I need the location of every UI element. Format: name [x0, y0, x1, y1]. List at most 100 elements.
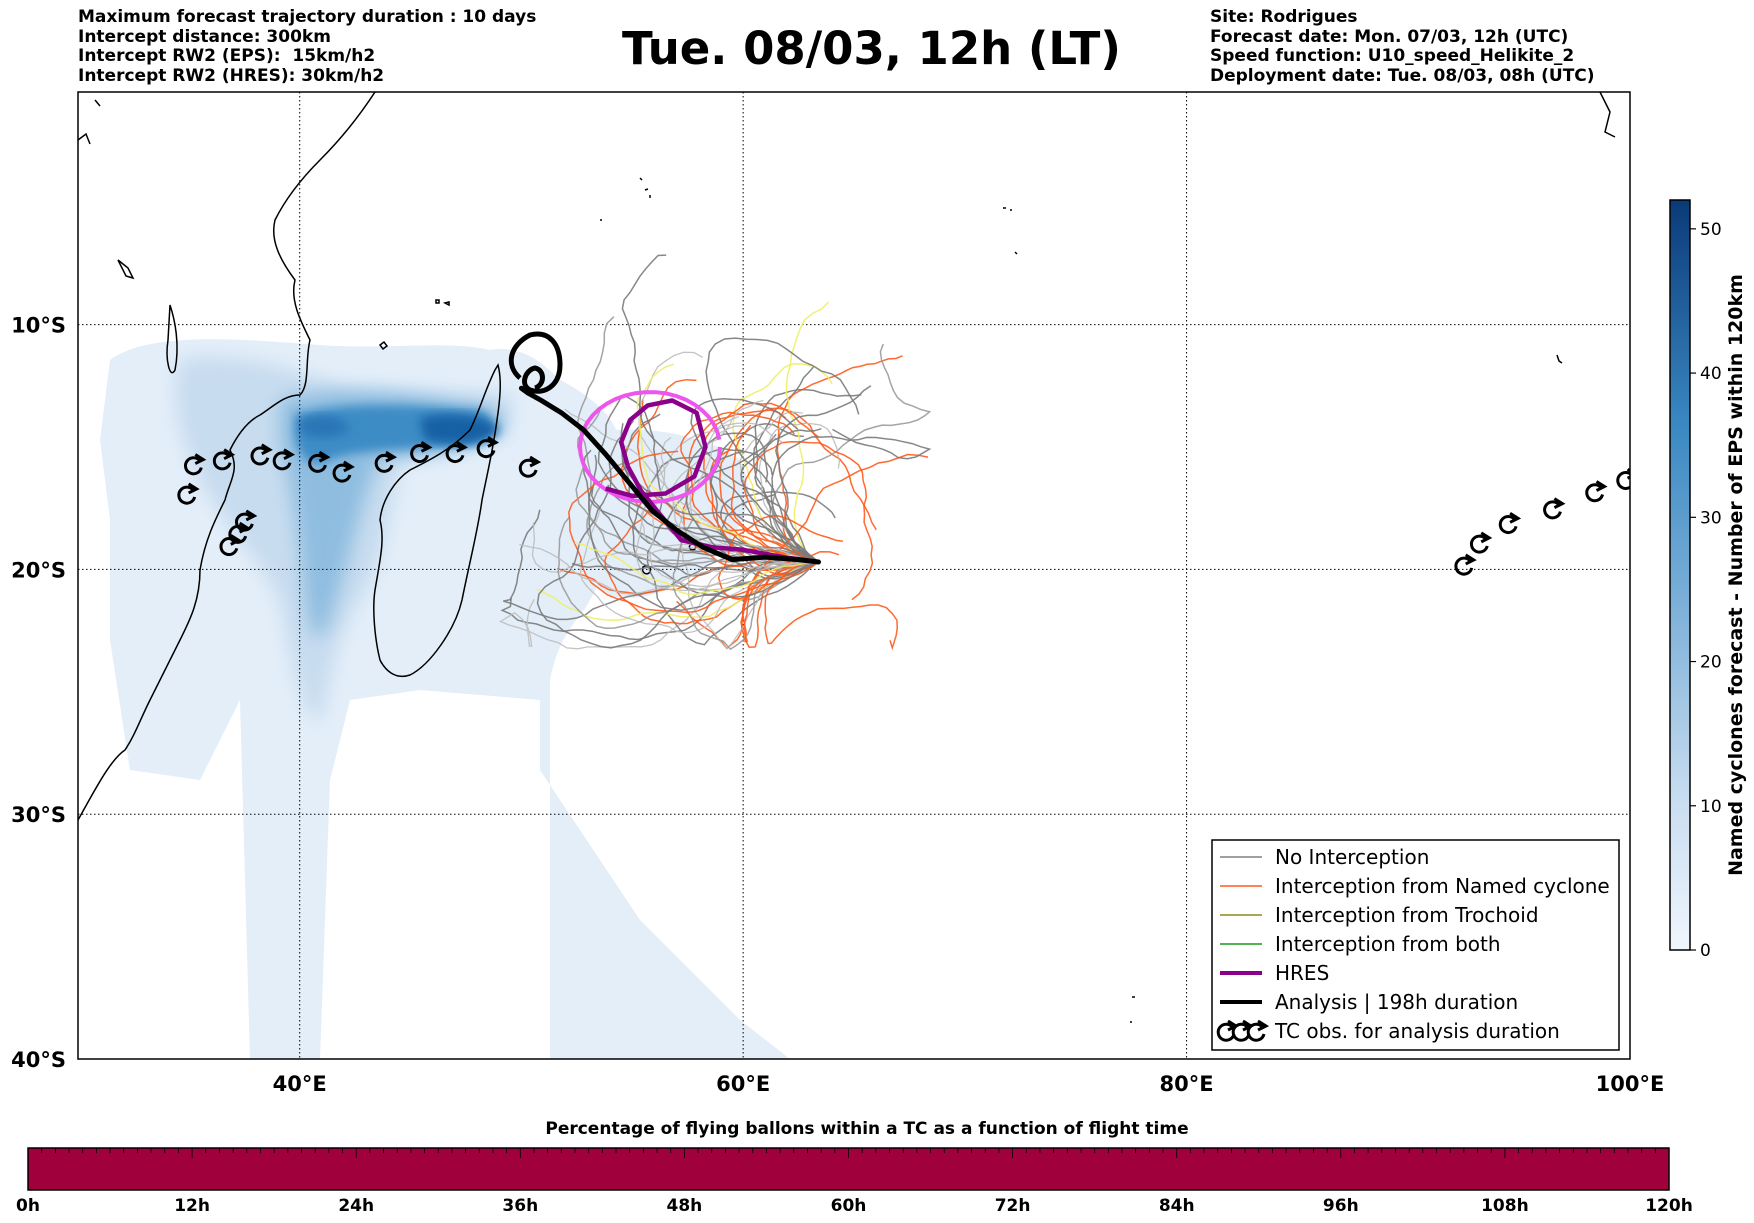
ensemble-track [620, 423, 819, 563]
coast-patch-ne [1599, 92, 1616, 138]
colorbar-tick-label: 20 [1700, 653, 1722, 673]
legend-label: Interception from Named cyclone [1275, 874, 1610, 898]
time-bar-tick-label: 108h [1481, 1196, 1529, 1216]
tc-observations [177, 436, 1630, 576]
legend-box [1211, 839, 1620, 1051]
lake-island-2 [117, 259, 135, 280]
ensemble-track [640, 497, 819, 565]
max-duration-text: Maximum forecast trajectory duration : 1… [78, 7, 537, 27]
colorbar-tick-label: 50 [1700, 220, 1722, 240]
tc-obs-symbol [1498, 512, 1522, 534]
time-bar-tick-label: 12h [174, 1196, 210, 1216]
time-bar-tick-label: 120h [1645, 1196, 1693, 1216]
header-left-info: Maximum forecast trajectory duration : 1… [78, 7, 537, 86]
density-level-5 [300, 415, 350, 438]
comoros-island [378, 340, 389, 351]
legend: No Interception Interception from Named c… [1211, 839, 1620, 1051]
intercept-distance-text: Intercept distance: 300km [78, 26, 331, 47]
lon-tick-label: 40°E [273, 1072, 327, 1096]
chagos-atoll [1556, 354, 1563, 364]
tc-obs-symbol [177, 482, 200, 505]
tc-obs-symbol [250, 443, 273, 466]
ensemble-track [775, 385, 872, 563]
legend-label: HRES [1275, 961, 1329, 985]
ensemble-track [557, 516, 819, 629]
amsterdam-island [1130, 996, 1135, 1023]
map-grid [78, 92, 1630, 1059]
time-bar-title: Percentage of flying ballons within a TC… [545, 1119, 1188, 1139]
map-area[interactable] [78, 92, 1636, 1059]
lon-tick-label: 100°E [1596, 1072, 1665, 1096]
coastlines [78, 92, 1616, 1023]
ensemble-track [764, 561, 899, 651]
forecast-date-text: Forecast date: Mon. 07/03, 12h (UTC) [1210, 26, 1569, 47]
legend-label: TC obs. for analysis duration [1274, 1019, 1560, 1043]
tc-obs-symbol [476, 436, 500, 459]
lat-tick-label: 20°S [11, 558, 66, 582]
ensemble-track [648, 436, 819, 588]
tc-obs-symbol [272, 448, 296, 471]
tc-obs-symbol [445, 441, 468, 463]
ensemble-track [753, 366, 819, 563]
lat-tick-label: 40°S [11, 1048, 66, 1072]
tc-obs-symbol [308, 450, 331, 473]
colorbar-tick-label: 0 [1700, 941, 1711, 961]
tc-obs-symbol [212, 448, 236, 471]
lon-tick-label: 60°E [716, 1072, 770, 1096]
seychelles-islands [435, 299, 450, 307]
legend-label: Interception from both [1275, 932, 1501, 956]
ensemble-track [709, 450, 819, 563]
ensemble-track [770, 428, 932, 563]
tc-obs-symbol [228, 521, 251, 544]
ensemble-track [564, 408, 819, 563]
ensemble-track [741, 453, 929, 643]
analysis-track [518, 385, 821, 565]
time-bar-tick-label: 72h [995, 1196, 1031, 1216]
time-bar-tick-label: 24h [338, 1196, 374, 1216]
analysis-loop [508, 331, 563, 394]
time-bar: Percentage of flying ballons within a TC… [16, 1119, 1693, 1216]
density-level-4 [420, 414, 500, 444]
lat-tick-label: 10°S [11, 314, 66, 338]
legend-label: Analysis | 198h duration [1275, 990, 1518, 1014]
tc-obs-symbol [332, 460, 355, 483]
legend-label: Interception from Trochoid [1275, 903, 1539, 927]
hres-loop [577, 390, 722, 504]
time-bar-tick-label: 48h [667, 1196, 703, 1216]
ensemble-track [536, 484, 819, 649]
lon-tick-label: 80°E [1160, 1072, 1214, 1096]
tc-obs-symbol [1616, 467, 1630, 490]
colorbar-title: Named cyclones forecast - Number of EPS … [1725, 274, 1747, 876]
ensemble-track [576, 316, 819, 569]
ensemble-track [740, 427, 822, 563]
tc-obs-symbol [1543, 497, 1566, 520]
deployment-date-text: Deployment date: Tue. 08/03, 08h (UTC) [1210, 65, 1595, 86]
header-right-info: Site: Rodrigues Forecast date: Mon. 07/0… [1210, 7, 1595, 86]
hres-track [605, 398, 819, 565]
intercept-eps-text: Intercept RW2 (EPS): 15km/h2 [78, 46, 376, 66]
colorbar-tick-label: 30 [1700, 508, 1722, 528]
map-frame [77, 91, 1631, 1060]
legend-label: No Interception [1275, 845, 1429, 869]
tc-obs-symbol [1454, 553, 1477, 576]
tc-obs-symbol [374, 450, 398, 473]
tc-obs-symbol [1246, 1019, 1270, 1042]
ensemble-track [678, 425, 819, 650]
lat-tick-label: 30°S [11, 803, 66, 827]
ensemble-track [743, 440, 874, 601]
tc-obs-symbol [219, 534, 242, 557]
ensemble-track [631, 447, 819, 596]
map-title: Tue. 08/03, 12h (LT) [622, 22, 1121, 75]
colorbar: Named cyclones forecast - Number of EPS … [1669, 199, 1747, 961]
tc-obs-symbol [184, 453, 207, 476]
island-cluster-n [600, 177, 651, 221]
speed-function-text: Speed function: U10_speed_Helikite_2 [1210, 46, 1575, 66]
time-bar-tick-label: 96h [1323, 1196, 1359, 1216]
tc-obs-symbol [1585, 480, 1608, 503]
time-bar-tick-label: 0h [16, 1196, 40, 1216]
colorbar-gradient [1669, 199, 1691, 951]
colorbar-tick-label: 40 [1700, 364, 1722, 384]
tc-obs-symbol [518, 455, 542, 478]
intercept-hres-text: Intercept RW2 (HRES): 30km/h2 [78, 65, 385, 86]
